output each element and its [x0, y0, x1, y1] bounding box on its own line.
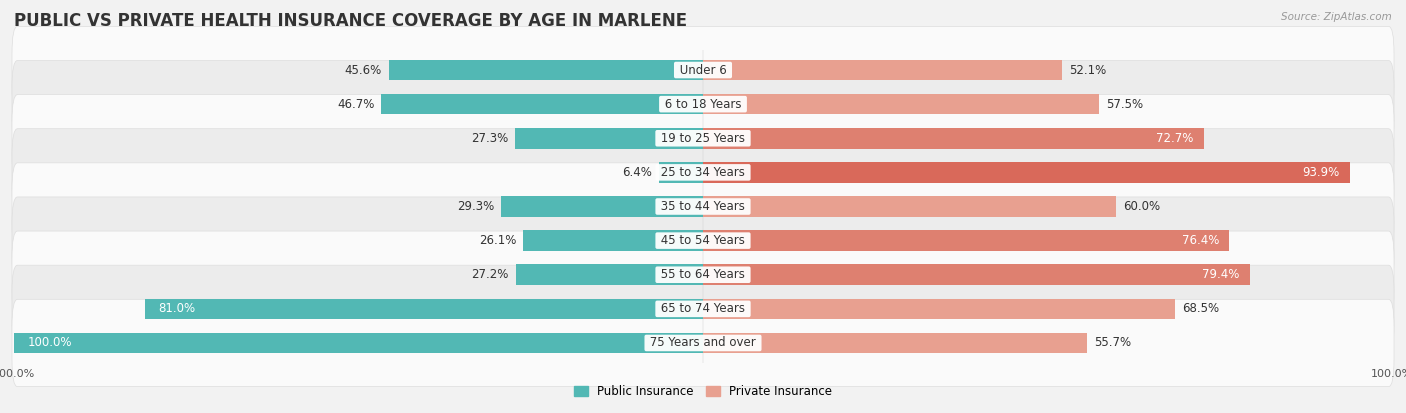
Bar [703, 60, 1062, 80]
Bar [516, 264, 703, 285]
Bar [703, 230, 1229, 251]
Text: 79.4%: 79.4% [1202, 268, 1240, 281]
Text: 100.0%: 100.0% [28, 337, 72, 349]
FancyBboxPatch shape [13, 129, 1393, 216]
FancyBboxPatch shape [13, 299, 1393, 387]
FancyBboxPatch shape [13, 231, 1393, 318]
Text: 26.1%: 26.1% [479, 234, 516, 247]
Text: 68.5%: 68.5% [1182, 302, 1219, 316]
Bar [501, 196, 703, 217]
Text: 19 to 25 Years: 19 to 25 Years [657, 132, 749, 145]
FancyBboxPatch shape [13, 163, 1393, 250]
Text: 35 to 44 Years: 35 to 44 Years [657, 200, 749, 213]
Bar [703, 128, 1204, 149]
FancyBboxPatch shape [13, 26, 1393, 114]
Bar [703, 333, 1087, 353]
Bar [389, 60, 703, 80]
Text: 45 to 54 Years: 45 to 54 Years [657, 234, 749, 247]
Text: Under 6: Under 6 [676, 64, 730, 76]
FancyBboxPatch shape [13, 95, 1393, 182]
Bar [659, 162, 703, 183]
Bar [703, 196, 1116, 217]
Text: 46.7%: 46.7% [337, 97, 374, 111]
Text: 75 Years and over: 75 Years and over [647, 337, 759, 349]
Text: 45.6%: 45.6% [344, 64, 382, 76]
FancyBboxPatch shape [13, 60, 1393, 148]
Text: 72.7%: 72.7% [1156, 132, 1194, 145]
Bar [703, 94, 1099, 114]
Text: 6.4%: 6.4% [621, 166, 652, 179]
FancyBboxPatch shape [13, 197, 1393, 284]
Text: 27.2%: 27.2% [471, 268, 509, 281]
Text: 52.1%: 52.1% [1069, 64, 1107, 76]
Text: PUBLIC VS PRIVATE HEALTH INSURANCE COVERAGE BY AGE IN MARLENE: PUBLIC VS PRIVATE HEALTH INSURANCE COVER… [14, 12, 688, 31]
Text: 29.3%: 29.3% [457, 200, 495, 213]
Text: 6 to 18 Years: 6 to 18 Years [661, 97, 745, 111]
Bar [381, 94, 703, 114]
FancyBboxPatch shape [13, 265, 1393, 353]
Bar [14, 333, 703, 353]
Text: Source: ZipAtlas.com: Source: ZipAtlas.com [1281, 12, 1392, 22]
Text: 93.9%: 93.9% [1302, 166, 1340, 179]
Bar [703, 299, 1175, 319]
Text: 65 to 74 Years: 65 to 74 Years [657, 302, 749, 316]
Bar [515, 128, 703, 149]
Text: 27.3%: 27.3% [471, 132, 508, 145]
Text: 55.7%: 55.7% [1094, 337, 1130, 349]
Text: 81.0%: 81.0% [159, 302, 195, 316]
Text: 60.0%: 60.0% [1123, 200, 1160, 213]
Text: 57.5%: 57.5% [1107, 97, 1143, 111]
Legend: Public Insurance, Private Insurance: Public Insurance, Private Insurance [574, 385, 832, 399]
Bar [703, 162, 1350, 183]
Bar [523, 230, 703, 251]
Bar [703, 264, 1250, 285]
Text: 76.4%: 76.4% [1181, 234, 1219, 247]
Bar [145, 299, 703, 319]
Text: 25 to 34 Years: 25 to 34 Years [657, 166, 749, 179]
Text: 55 to 64 Years: 55 to 64 Years [657, 268, 749, 281]
